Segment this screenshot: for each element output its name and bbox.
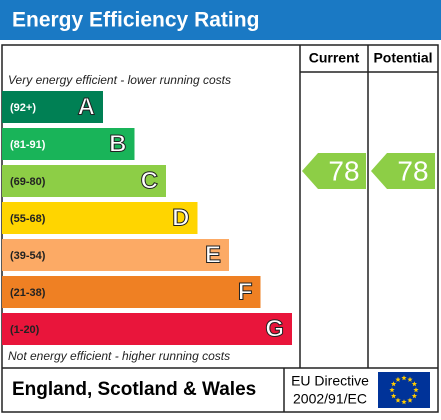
band: [2, 202, 198, 234]
star: [395, 376, 401, 382]
region: England, Scotland & Wales: [12, 379, 256, 400]
band-range: (21-38): [10, 287, 46, 299]
band-range: (1-20): [10, 324, 40, 336]
band-range: (69-80): [10, 176, 46, 188]
band-letter: G: [265, 315, 284, 342]
star: [390, 393, 397, 399]
band-range: (55-68): [10, 213, 46, 225]
band-letter: D: [172, 204, 189, 231]
rating-value: 78: [328, 155, 359, 186]
band-range: (92+): [10, 102, 36, 114]
band: [2, 165, 166, 197]
directive: EU Directive: [291, 373, 369, 389]
band-range: (81-91): [10, 139, 46, 151]
band: [2, 91, 103, 123]
band-letter: C: [141, 167, 158, 194]
column-header: Current: [309, 50, 360, 66]
rating-arrow: [371, 153, 435, 189]
title: Energy Efficiency Rating: [12, 9, 259, 32]
band: [2, 239, 229, 271]
directive: 2002/91/EC: [293, 391, 367, 407]
star: [407, 397, 413, 403]
band: [2, 313, 292, 345]
rating-value: 78: [397, 155, 428, 186]
rating-arrow: [302, 153, 366, 189]
bottom-note: Not energy efficient - higher running co…: [8, 349, 230, 363]
star: [395, 397, 401, 403]
star: [411, 393, 418, 399]
title-bar: [0, 0, 441, 40]
band-letter: B: [109, 130, 126, 157]
star: [407, 376, 413, 382]
star: [390, 381, 397, 387]
band: [2, 128, 135, 160]
band-letter: A: [78, 93, 95, 120]
band: [2, 276, 261, 308]
star: [401, 375, 407, 381]
star: [401, 399, 407, 405]
star: [411, 381, 418, 387]
band-range: (39-54): [10, 250, 46, 262]
top-note: Very energy efficient - lower running co…: [8, 73, 231, 87]
band-letter: E: [205, 241, 221, 268]
band-letter: F: [238, 278, 253, 305]
eu-flag: [378, 372, 430, 408]
star: [389, 387, 395, 393]
column-header: Potential: [373, 50, 432, 66]
star: [413, 387, 419, 393]
